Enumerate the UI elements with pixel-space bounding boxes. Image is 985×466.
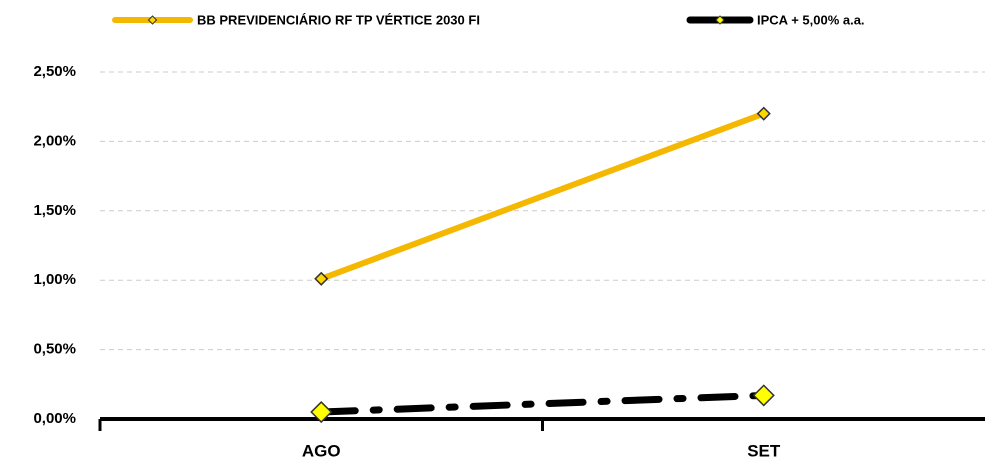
series-line <box>318 110 767 282</box>
y-tick-label: 2,50% <box>33 63 76 80</box>
y-tick-label: 1,50% <box>33 202 76 219</box>
marker <box>752 384 775 407</box>
x-tick-label: AGO <box>302 441 341 460</box>
y-tick-label: 0,00% <box>33 410 76 427</box>
marker <box>310 400 333 424</box>
x-tick-label: SET <box>747 441 781 460</box>
marker <box>314 271 329 286</box>
legend-marker <box>715 15 725 25</box>
legend-marker <box>147 15 158 25</box>
y-tick-label: 2,00% <box>33 132 76 149</box>
y-tick-label: 0,50% <box>33 341 76 358</box>
series-line <box>317 391 768 416</box>
legend-label: BB PREVIDENCIÁRIO RF TP VÉRTICE 2030 FI <box>197 12 480 27</box>
marker <box>756 106 771 121</box>
legend-label: IPCA + 5,00% a.a. <box>757 12 865 27</box>
y-tick-label: 1,00% <box>33 271 76 288</box>
